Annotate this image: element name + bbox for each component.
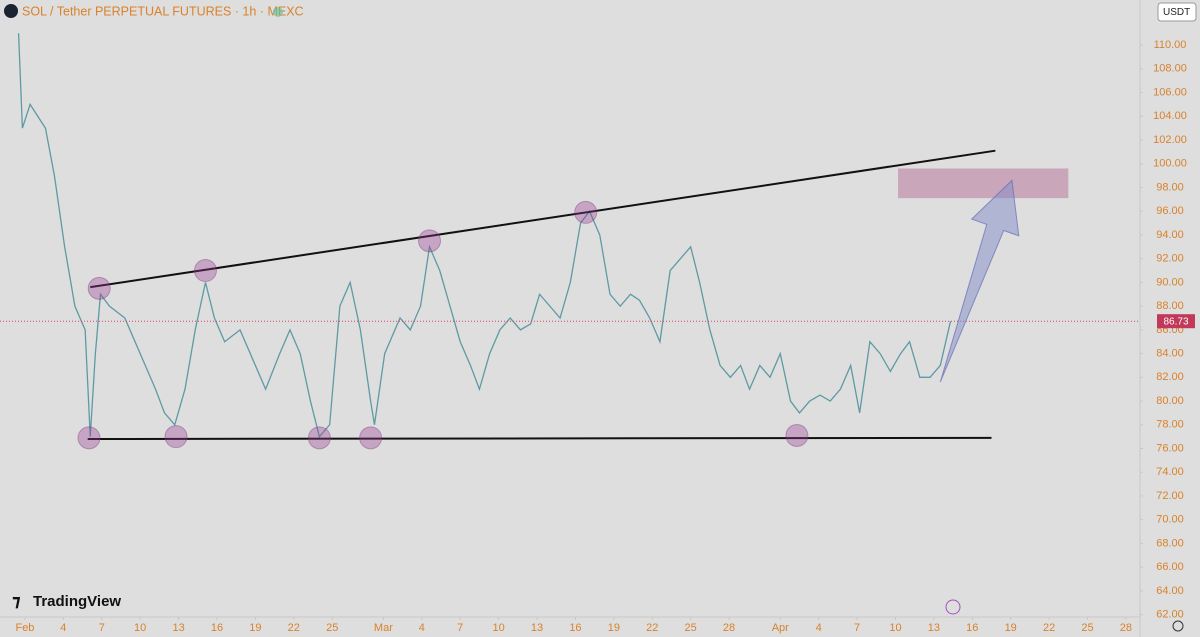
x-tick-label: 13 [531,622,543,634]
x-tick-label: 7 [854,622,860,634]
touch-marker [307,426,331,450]
y-tick-label: 98.00 [1156,181,1184,193]
branding: TradingView [33,593,121,610]
y-tick-label: 72.00 [1156,490,1184,502]
touch-marker [785,423,809,447]
projection-arrow [939,179,1020,383]
price-line [17,33,952,439]
trendline [87,436,992,441]
y-tick-label: 88.00 [1156,300,1184,312]
trendline [90,149,996,289]
y-tick-label: 78.00 [1156,419,1184,431]
x-tick-label: 10 [889,622,901,634]
symbol-icon [4,4,18,18]
x-tick-label: 28 [1120,622,1132,634]
y-tick-label: 62.00 [1156,609,1184,621]
x-tick-label: 25 [685,622,697,634]
x-tick-label: 22 [1043,622,1055,634]
y-tick-label: 80.00 [1156,395,1184,407]
x-tick-label: 19 [1005,622,1017,634]
y-tick-label: 66.00 [1156,561,1184,573]
touch-marker [359,426,383,450]
x-tick-label: 16 [569,622,581,634]
x-tick-label: 13 [928,622,940,634]
y-tick-label: 84.00 [1156,347,1184,359]
currency-button[interactable] [1157,2,1197,22]
y-tick-label: 102.00 [1153,134,1187,146]
x-tick-label: Feb [15,622,34,634]
x-tick-label: 4 [816,622,822,634]
x-tick-label: Mar [374,622,393,634]
y-tick-label: 64.00 [1156,585,1184,597]
x-tick-label: 13 [172,622,184,634]
x-tick-label: 16 [966,622,978,634]
y-tick-label: 76.00 [1156,442,1184,454]
x-tick-label: 19 [608,622,620,634]
logo-mark: ⁊ [12,591,21,610]
y-tick-label: 92.00 [1156,253,1184,265]
y-tick-label: 106.00 [1153,86,1187,98]
x-tick-label: 4 [419,622,425,634]
x-tick-label: 10 [493,622,505,634]
y-tick-label: 74.00 [1156,466,1184,478]
y-tick-label: 110.00 [1154,39,1187,51]
y-tick-label: 104.00 [1153,110,1187,122]
x-tick-label: 22 [646,622,658,634]
y-tick-label: 68.00 [1156,537,1184,549]
touch-marker [87,276,111,300]
x-tick-label: 16 [211,622,223,634]
last-price-badge [1157,314,1195,329]
y-tick-label: 96.00 [1156,205,1184,217]
settings-icon[interactable] [1172,620,1184,632]
touch-marker [574,200,598,224]
x-tick-label: 7 [457,622,463,634]
y-tick-label: 100.00 [1153,158,1187,170]
x-tick-label: 25 [326,622,338,634]
last-price-label: 86.73 [1163,316,1188,327]
x-tick-label: 28 [723,622,735,634]
x-tick-label: 7 [99,622,105,634]
y-tick-label: 90.00 [1156,276,1184,288]
y-tick-label: 82.00 [1156,371,1184,383]
chart-title: SOL / Tether PERPETUAL FUTURES · 1h · ME… [22,4,304,18]
touch-marker [418,229,442,253]
x-tick-label: 4 [60,622,66,634]
x-tick-label: Apr [772,622,789,634]
x-tick-label: 19 [249,622,261,634]
target-zone [898,168,1069,199]
touch-marker [164,425,188,449]
y-tick-label: 108.00 [1153,63,1187,75]
touch-marker [77,426,101,450]
touch-marker [193,259,217,283]
y-tick-label: 94.00 [1156,229,1184,241]
status-dot [273,7,283,17]
x-tick-label: 22 [288,622,300,634]
currency-label[interactable]: USDT [1163,7,1190,18]
alert-icon[interactable] [945,599,961,615]
x-tick-label: 10 [134,622,146,634]
y-tick-label: 70.00 [1156,514,1184,526]
x-tick-label: 25 [1081,622,1093,634]
